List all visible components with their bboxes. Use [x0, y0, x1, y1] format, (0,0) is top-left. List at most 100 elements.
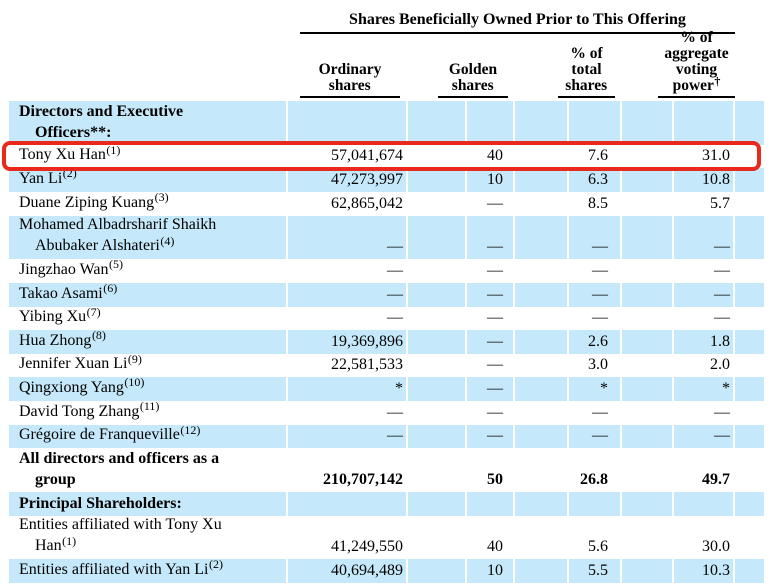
golden-shares-value: —	[487, 238, 503, 256]
total-shares-pct-value: 8.5	[588, 194, 608, 212]
column-header-label: % of total shares	[565, 45, 608, 94]
total-shares-pct-value: 6.3	[588, 170, 608, 188]
shareholder-name: Directors and Executive Officers**:	[19, 102, 184, 141]
golden-shares-value: —	[487, 403, 503, 421]
row-tail-spacer	[733, 257, 764, 259]
voting-power-pct-value: —	[714, 309, 730, 327]
footnote-mark: (11)	[139, 399, 160, 414]
voting-power-pct-value: 2.0	[710, 356, 730, 374]
ordinary-shares-value: —	[387, 309, 403, 327]
table-row: Hua Zhong(8) 19,369,896 — 2.6 1.8	[9, 328, 764, 354]
table-row: All directors and officers as a group 210…	[9, 448, 764, 492]
table-row: Principal Shareholders:	[9, 491, 764, 516]
voting-power-pct-value: *	[722, 379, 730, 397]
voting-power-pct-value: 31.0	[702, 147, 730, 165]
golden-shares-value: —	[487, 194, 503, 212]
footnote-mark: (12)	[180, 422, 201, 437]
total-shares-pct-value: 5.6	[588, 538, 608, 556]
ordinary-shares-value: 41,249,550	[331, 538, 403, 556]
table-row: Entities affiliated with Tony Xu Han(1) 4…	[9, 516, 764, 560]
dagger-footnote-mark: †	[714, 73, 721, 88]
shareholder-name: Takao Asami(6)	[19, 281, 118, 302]
column-divider	[286, 101, 288, 583]
voting-power-pct-value: —	[714, 285, 730, 303]
table-row: David Tong Zhang(11) — — — —	[9, 399, 764, 425]
golden-shares-value	[406, 514, 513, 516]
ordinary-shares-value: —	[387, 403, 403, 421]
column-header-label: % of aggregate voting power	[664, 29, 729, 94]
golden-shares-value: 40	[487, 538, 503, 556]
row-tail-spacer	[733, 305, 764, 307]
ordinary-shares-value	[286, 514, 406, 516]
golden-shares-value: 50	[487, 470, 503, 488]
column-header-label: Ordinary shares	[318, 61, 382, 94]
column-header-total-shares-pct: % of total shares	[558, 46, 615, 98]
row-tail-spacer	[733, 514, 764, 516]
table-span-header: Shares Beneficially Owned Prior to This …	[300, 11, 735, 34]
shareholder-name: Yan Li(2)	[19, 166, 77, 187]
total-shares-pct-value: 5.5	[588, 561, 608, 579]
column-divider	[465, 101, 467, 583]
shareholder-name: Entities affiliated with Yan Li(2)	[19, 557, 223, 578]
footnote-mark: (3)	[154, 190, 169, 205]
row-tail-spacer	[733, 190, 764, 192]
golden-shares-value: —	[487, 261, 503, 279]
table-row: Mohamed Albadrsharif Shaikh Abubaker Als…	[9, 215, 764, 260]
column-headers: Ordinary shares Golden shares % of total…	[0, 0, 772, 98]
row-tail-spacer	[733, 557, 764, 559]
voting-power-pct-value: 5.7	[710, 194, 730, 212]
voting-power-pct-value: —	[714, 427, 730, 445]
row-tail-spacer	[733, 166, 764, 168]
row-tail-spacer	[733, 281, 764, 283]
footnote-mark: (2)	[208, 557, 223, 572]
table-row: Jennifer Xuan Li(9) 22,581,533 — 3.0 2.0	[9, 351, 764, 378]
column-header-ordinary-shares: Ordinary shares	[300, 62, 400, 98]
ordinary-shares-value: 40,694,489	[331, 561, 403, 579]
column-divider	[620, 101, 622, 583]
golden-shares-value: —	[487, 356, 503, 374]
shareholder-name: Qingxiong Yang(10)	[19, 375, 145, 396]
row-tail-spacer	[733, 423, 764, 425]
voting-power-pct-value: —	[714, 403, 730, 421]
total-shares-pct-value: 2.6	[588, 332, 608, 350]
shareholder-name: Mohamed Albadrsharif Shaikh Abubaker Als…	[19, 216, 217, 255]
total-shares-pct-value: —	[592, 285, 608, 303]
voting-power-pct-value: 49.7	[702, 470, 730, 488]
column-divider	[733, 101, 735, 583]
total-shares-pct-value: 26.8	[580, 470, 608, 488]
ordinary-shares-value: —	[387, 285, 403, 303]
total-shares-pct-value: —	[592, 403, 608, 421]
ordinary-shares-value: 210,707,142	[323, 470, 403, 488]
total-shares-pct-value: 7.6	[588, 147, 608, 165]
column-divider	[672, 101, 674, 583]
golden-shares-value: 10	[487, 170, 503, 188]
shareholder-name: Yibing Xu(7)	[19, 304, 101, 326]
total-shares-pct-value: —	[592, 309, 608, 327]
column-divider	[567, 101, 569, 583]
footnote-mark: (1)	[62, 533, 77, 548]
golden-shares-value: 40	[487, 147, 503, 165]
footnote-mark: (9)	[127, 351, 142, 366]
table-row-highlighted: Tony Xu Han(1) 57,041,674 40 7.6 31.0	[9, 143, 764, 169]
golden-shares-value: —	[487, 309, 503, 327]
voting-power-pct-value: 10.3	[702, 561, 730, 579]
table-row: Grégoire de Franqueville(12) — — — —	[9, 422, 764, 449]
row-tail-spacer	[733, 328, 764, 330]
shareholder-name: Jingzhao Wan(5)	[19, 257, 124, 278]
footnote-mark: (4)	[160, 233, 175, 248]
golden-shares-value: —	[487, 332, 503, 350]
shareholder-name: Principal Shareholders:	[19, 494, 182, 512]
column-divider	[406, 101, 408, 583]
total-shares-pct-value: —	[592, 427, 608, 445]
total-shares-pct-value: *	[600, 379, 608, 397]
shareholder-name: Jennifer Xuan Li(9)	[19, 351, 142, 373]
voting-power-pct-value: 1.8	[710, 332, 730, 350]
ordinary-shares-value: —	[387, 427, 403, 445]
table-row: Yibing Xu(7) — — — —	[9, 304, 764, 331]
row-tail-spacer	[733, 446, 764, 448]
footnote-mark: (8)	[91, 328, 106, 343]
ordinary-shares-value: 47,273,997	[331, 170, 403, 188]
total-shares-pct-value: 3.0	[588, 356, 608, 374]
shareholder-name: Duane Ziping Kuang(3)	[19, 190, 169, 211]
ordinary-shares-value: 57,041,674	[331, 147, 403, 165]
